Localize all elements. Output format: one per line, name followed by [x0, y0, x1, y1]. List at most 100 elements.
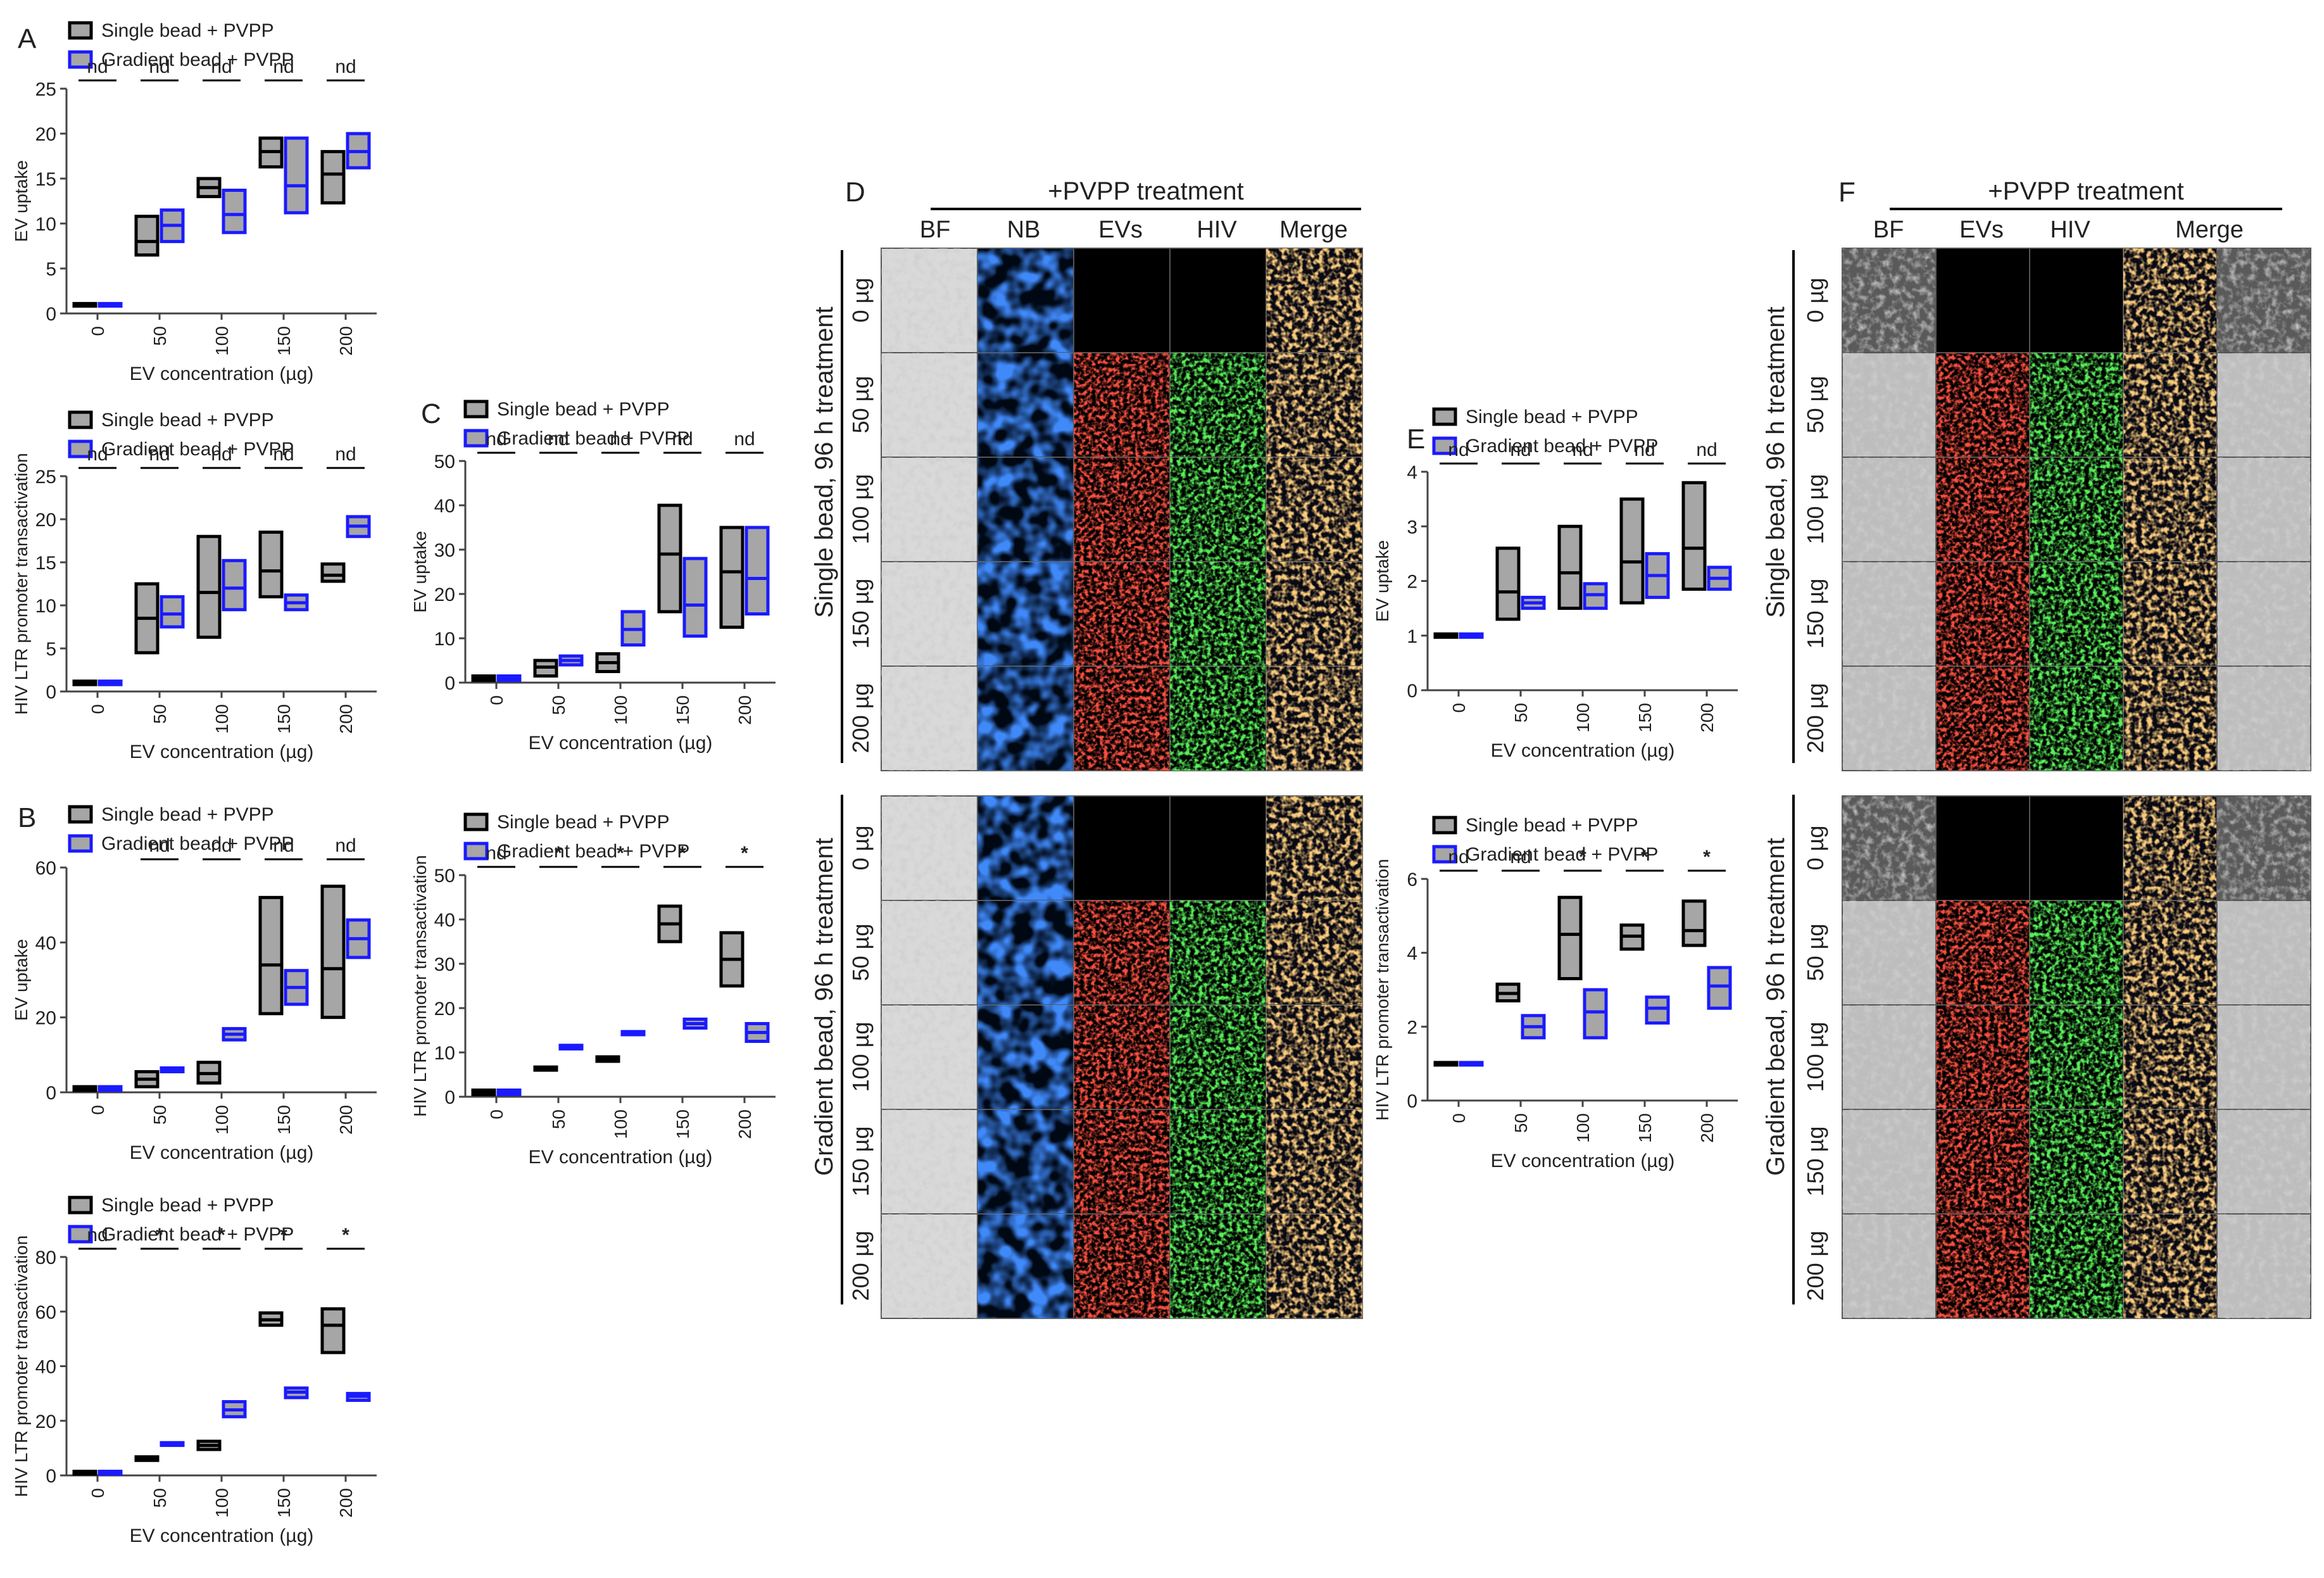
box-gradient-200 — [744, 526, 770, 615]
panel-label-b: B — [18, 802, 36, 833]
significance-label: nd — [734, 429, 755, 450]
y-tick-label: 2 — [1407, 1017, 1417, 1038]
micro-f-grid-bottom — [1842, 795, 2311, 1319]
micro-d-top-tile-texture — [1266, 457, 1362, 562]
micro-f-top-tile-hiv — [2029, 248, 2124, 353]
micro-f-top-tile-texture — [1936, 457, 2030, 562]
micro-d-row-label: 100 µg — [848, 1022, 874, 1092]
micro-f-bottom-tile-texture — [2123, 900, 2217, 1005]
chart-b1: Single bead + PVPP Gradient bead + PVPP 0 2… — [11, 804, 377, 1163]
micro-d-top-tile-texture — [881, 353, 977, 457]
micro-f-bottom-tile-texture — [1842, 1005, 1936, 1109]
y-tick-label: 5 — [46, 639, 56, 660]
y-tick-label: 25 — [35, 79, 56, 100]
micro-f-row-label: 100 µg — [1802, 1022, 1828, 1092]
x-tick-label: 150 — [673, 695, 693, 725]
micro-d-bottom-tile-texture — [1266, 1109, 1362, 1214]
significance-label: * — [1641, 847, 1649, 868]
significance-label: nd — [149, 835, 170, 856]
charts-layer: Single bead + PVPP Gradient bead + PVPP 0 5… — [11, 20, 1738, 1546]
y-tick-label: 0 — [46, 682, 56, 703]
legend-label-gradient: Gradient bead + PVPP — [101, 49, 294, 70]
x-tick-label: 100 — [611, 1109, 631, 1139]
y-axis-label: EV uptake — [410, 531, 430, 612]
significance-label: * — [1703, 847, 1711, 868]
micro-f-top-tile-texture — [2123, 353, 2217, 457]
micro-d-top-tile-texture — [1074, 562, 1170, 666]
micro-f-col-merge: Merge — [2175, 217, 2244, 243]
micro-d-bottom-tile-hiv — [1169, 795, 1267, 901]
micro-d-bottom-tile-texture — [1074, 1005, 1170, 1109]
box-single-100 — [1557, 524, 1583, 610]
micro-f-top-tile-texture — [1936, 666, 2030, 771]
legend-label-single: Single bead + PVPP — [497, 399, 670, 420]
box-single-200 — [320, 1307, 346, 1354]
micro-d-row-label: 150 µg — [848, 1127, 874, 1197]
micro-f-row-labels: 0 µg 50 µg 100 µg 150 µg 200 µg 0 µg 50 µg 100 … — [1802, 278, 1828, 1301]
x-tick-label: 50 — [150, 1488, 170, 1508]
significance-label: nd — [1696, 439, 1717, 460]
micro-f-row-label: 200 µg — [1802, 683, 1828, 754]
y-tick-label: 1 — [1407, 626, 1417, 647]
legend-label-single: Single bead + PVPP — [1466, 815, 1638, 836]
micro-d-row-label: 50 µg — [848, 376, 874, 434]
legend-label-gradient: Gradient bead + PVPP — [1466, 844, 1658, 865]
micro-d-bottom-tile-texture — [977, 796, 1074, 900]
significance-label: * — [741, 843, 748, 864]
x-tick-label: 200 — [336, 1105, 356, 1135]
micro-d-bottom-tile-texture — [1170, 1005, 1266, 1109]
micro-d-row-label: 150 µg — [848, 579, 874, 649]
y-tick-label: 10 — [434, 1043, 455, 1064]
legend-swatch-single — [1432, 816, 1457, 835]
legend-swatch-gradient — [463, 842, 489, 861]
y-tick-label: 40 — [434, 910, 455, 931]
y-tick-label: 20 — [35, 1008, 56, 1029]
micro-d-bottom-tile-texture — [1266, 900, 1362, 1005]
legend-swatch-single — [68, 21, 93, 40]
micro-d-bottom-tile-texture — [1266, 1005, 1362, 1109]
micro-f-bottom-tile-texture — [2123, 1109, 2217, 1214]
box-single-200 — [719, 526, 744, 629]
micro-f-bottom-tile-texture — [2217, 1214, 2311, 1318]
micro-d-top-tile-texture — [977, 353, 1074, 457]
micro-f-bottom-tile-texture — [1936, 1005, 2030, 1109]
x-tick-label: 100 — [1573, 1113, 1593, 1143]
legend-swatch-gradient — [68, 834, 93, 853]
legend-swatch-gradient — [1432, 845, 1457, 864]
y-tick-label: 10 — [35, 596, 56, 617]
x-axis-label: EV concentration (µg) — [529, 733, 713, 754]
micro-d-bottom-tile-texture — [881, 1005, 977, 1109]
micro-f-bottom-tile-texture — [2217, 796, 2311, 900]
significance-label: nd — [211, 56, 232, 77]
legend-swatch-single — [68, 805, 93, 824]
micro-d-grid-top — [881, 248, 1363, 771]
micro-f-bottom-tile-texture — [2123, 1214, 2217, 1318]
micro-d-top-tile-texture — [1170, 562, 1266, 666]
micro-f-header: +PVPP treatment — [1988, 177, 2183, 205]
micro-d-top-tile-texture — [1074, 457, 1170, 562]
x-tick-label: 100 — [212, 704, 232, 734]
micro-f-top-tile-texture — [1842, 353, 1936, 457]
y-tick-label: 50 — [434, 451, 455, 472]
micro-f-row-label: 100 µg — [1802, 474, 1828, 545]
significance-label: * — [156, 1225, 163, 1246]
box-single-150 — [258, 895, 284, 1016]
significance-label: nd — [149, 56, 170, 77]
y-tick-label: 15 — [35, 169, 56, 190]
legend-swatch-gradient — [68, 439, 93, 458]
micro-f-top-tile-texture — [2123, 457, 2217, 562]
significance-label: * — [218, 1225, 225, 1246]
micro-f-bottom-tile-texture — [1936, 1109, 2030, 1214]
legend-swatch-single — [68, 1196, 93, 1215]
micro-d-bottom-tile-texture — [1170, 900, 1266, 1005]
x-tick-label: 150 — [274, 326, 294, 356]
box-single-200 — [320, 562, 346, 583]
micro-f-row-label: 50 µg — [1802, 376, 1828, 434]
micro-d-col-bf: BF — [920, 217, 951, 243]
x-tick-label: 100 — [212, 1488, 232, 1518]
legend-label-gradient: Gradient bead + PVPP — [101, 833, 294, 854]
box-single-50 — [1495, 546, 1521, 621]
micro-f-top-tile-texture — [2030, 562, 2123, 666]
x-axis-label: EV concentration (µg) — [130, 1142, 314, 1163]
micro-d-bottom-tile-texture — [881, 1109, 977, 1214]
